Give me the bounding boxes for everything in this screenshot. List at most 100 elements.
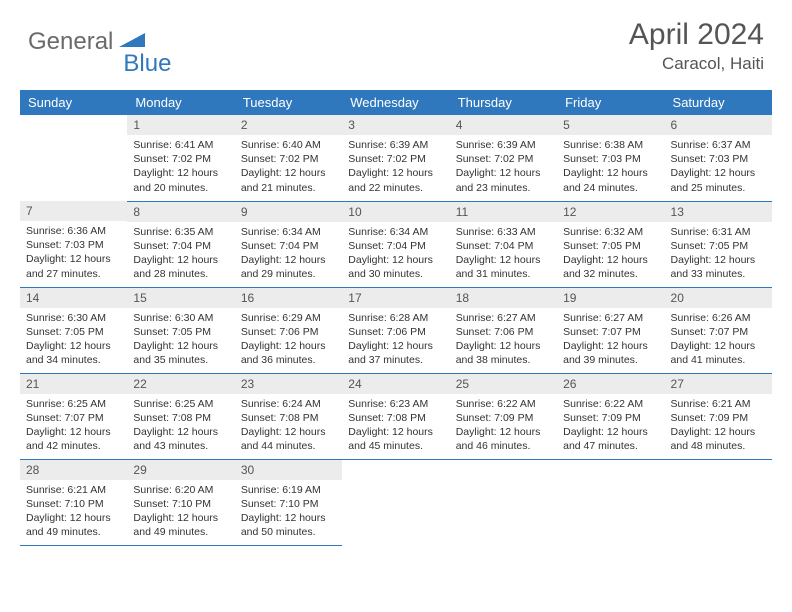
day-number: 26: [557, 374, 664, 394]
day-details: Sunrise: 6:23 AMSunset: 7:08 PMDaylight:…: [342, 394, 449, 458]
day-number: 4: [450, 115, 557, 135]
calendar-day-cell: 26Sunrise: 6:22 AMSunset: 7:09 PMDayligh…: [557, 373, 664, 459]
calendar-day-cell: 11Sunrise: 6:33 AMSunset: 7:04 PMDayligh…: [450, 201, 557, 287]
day-details: Sunrise: 6:30 AMSunset: 7:05 PMDaylight:…: [127, 308, 234, 372]
weekday-header: Thursday: [450, 90, 557, 115]
calendar-day-cell: 24Sunrise: 6:23 AMSunset: 7:08 PMDayligh…: [342, 373, 449, 459]
day-number: 7: [20, 201, 127, 221]
day-details: Sunrise: 6:38 AMSunset: 7:03 PMDaylight:…: [557, 135, 664, 199]
calendar-table: Sunday Monday Tuesday Wednesday Thursday…: [20, 90, 772, 546]
calendar-day-cell: 6Sunrise: 6:37 AMSunset: 7:03 PMDaylight…: [665, 115, 772, 201]
day-number: 27: [665, 374, 772, 394]
calendar-day-cell: 20Sunrise: 6:26 AMSunset: 7:07 PMDayligh…: [665, 287, 772, 373]
calendar-day-cell: 2Sunrise: 6:40 AMSunset: 7:02 PMDaylight…: [235, 115, 342, 201]
day-number: 13: [665, 202, 772, 222]
day-number: 16: [235, 288, 342, 308]
calendar-week-row: 28Sunrise: 6:21 AMSunset: 7:10 PMDayligh…: [20, 459, 772, 545]
day-details: Sunrise: 6:35 AMSunset: 7:04 PMDaylight:…: [127, 222, 234, 286]
calendar-day-cell: 16Sunrise: 6:29 AMSunset: 7:06 PMDayligh…: [235, 287, 342, 373]
calendar-day-cell: 12Sunrise: 6:32 AMSunset: 7:05 PMDayligh…: [557, 201, 664, 287]
day-number: 21: [20, 374, 127, 394]
logo: General Blue: [28, 18, 171, 66]
title-block: April 2024 Caracol, Haiti: [629, 18, 764, 74]
calendar-day-cell: [557, 459, 664, 545]
day-number: 23: [235, 374, 342, 394]
day-details: Sunrise: 6:25 AMSunset: 7:08 PMDaylight:…: [127, 394, 234, 458]
day-details: Sunrise: 6:27 AMSunset: 7:06 PMDaylight:…: [450, 308, 557, 372]
day-details: Sunrise: 6:26 AMSunset: 7:07 PMDaylight:…: [665, 308, 772, 372]
day-details: Sunrise: 6:28 AMSunset: 7:06 PMDaylight:…: [342, 308, 449, 372]
calendar-week-row: 14Sunrise: 6:30 AMSunset: 7:05 PMDayligh…: [20, 287, 772, 373]
day-number: 9: [235, 202, 342, 222]
weekday-header-row: Sunday Monday Tuesday Wednesday Thursday…: [20, 90, 772, 115]
day-number: 17: [342, 288, 449, 308]
day-details: Sunrise: 6:27 AMSunset: 7:07 PMDaylight:…: [557, 308, 664, 372]
day-details: Sunrise: 6:21 AMSunset: 7:10 PMDaylight:…: [20, 480, 127, 544]
calendar-day-cell: 21Sunrise: 6:25 AMSunset: 7:07 PMDayligh…: [20, 373, 127, 459]
calendar-day-cell: 19Sunrise: 6:27 AMSunset: 7:07 PMDayligh…: [557, 287, 664, 373]
day-details: Sunrise: 6:25 AMSunset: 7:07 PMDaylight:…: [20, 394, 127, 458]
weekday-header: Tuesday: [235, 90, 342, 115]
day-details: Sunrise: 6:40 AMSunset: 7:02 PMDaylight:…: [235, 135, 342, 199]
weekday-header: Sunday: [20, 90, 127, 115]
day-details: Sunrise: 6:29 AMSunset: 7:06 PMDaylight:…: [235, 308, 342, 372]
calendar-day-cell: 10Sunrise: 6:34 AMSunset: 7:04 PMDayligh…: [342, 201, 449, 287]
day-details: Sunrise: 6:24 AMSunset: 7:08 PMDaylight:…: [235, 394, 342, 458]
calendar-day-cell: 4Sunrise: 6:39 AMSunset: 7:02 PMDaylight…: [450, 115, 557, 201]
location-label: Caracol, Haiti: [629, 54, 764, 74]
logo-text-general: General: [28, 28, 113, 56]
calendar-week-row: 1Sunrise: 6:41 AMSunset: 7:02 PMDaylight…: [20, 115, 772, 201]
calendar-day-cell: 8Sunrise: 6:35 AMSunset: 7:04 PMDaylight…: [127, 201, 234, 287]
calendar-day-cell: 1Sunrise: 6:41 AMSunset: 7:02 PMDaylight…: [127, 115, 234, 201]
day-number: 25: [450, 374, 557, 394]
calendar-week-row: 7Sunrise: 6:36 AMSunset: 7:03 PMDaylight…: [20, 201, 772, 287]
day-details: Sunrise: 6:32 AMSunset: 7:05 PMDaylight:…: [557, 222, 664, 286]
calendar-week-row: 21Sunrise: 6:25 AMSunset: 7:07 PMDayligh…: [20, 373, 772, 459]
day-number: 20: [665, 288, 772, 308]
calendar-day-cell: 14Sunrise: 6:30 AMSunset: 7:05 PMDayligh…: [20, 287, 127, 373]
calendar-day-cell: 9Sunrise: 6:34 AMSunset: 7:04 PMDaylight…: [235, 201, 342, 287]
day-number: 30: [235, 460, 342, 480]
header: General Blue April 2024 Caracol, Haiti: [0, 0, 792, 82]
calendar-day-cell: [20, 115, 127, 201]
calendar-day-cell: 30Sunrise: 6:19 AMSunset: 7:10 PMDayligh…: [235, 459, 342, 545]
day-details: Sunrise: 6:39 AMSunset: 7:02 PMDaylight:…: [342, 135, 449, 199]
day-number: 11: [450, 202, 557, 222]
calendar-day-cell: [450, 459, 557, 545]
day-details: Sunrise: 6:39 AMSunset: 7:02 PMDaylight:…: [450, 135, 557, 199]
day-details: Sunrise: 6:20 AMSunset: 7:10 PMDaylight:…: [127, 480, 234, 544]
day-number: 18: [450, 288, 557, 308]
day-number: 10: [342, 202, 449, 222]
day-number: 12: [557, 202, 664, 222]
weekday-header: Monday: [127, 90, 234, 115]
day-number: 24: [342, 374, 449, 394]
day-number: 3: [342, 115, 449, 135]
calendar-day-cell: 17Sunrise: 6:28 AMSunset: 7:06 PMDayligh…: [342, 287, 449, 373]
calendar-day-cell: 7Sunrise: 6:36 AMSunset: 7:03 PMDaylight…: [20, 201, 127, 287]
day-number: 14: [20, 288, 127, 308]
weekday-header: Wednesday: [342, 90, 449, 115]
day-number: 8: [127, 202, 234, 222]
day-details: Sunrise: 6:19 AMSunset: 7:10 PMDaylight:…: [235, 480, 342, 544]
calendar-day-cell: 29Sunrise: 6:20 AMSunset: 7:10 PMDayligh…: [127, 459, 234, 545]
calendar-day-cell: 23Sunrise: 6:24 AMSunset: 7:08 PMDayligh…: [235, 373, 342, 459]
day-number: 15: [127, 288, 234, 308]
month-title: April 2024: [629, 18, 764, 52]
calendar-day-cell: [665, 459, 772, 545]
calendar-day-cell: 22Sunrise: 6:25 AMSunset: 7:08 PMDayligh…: [127, 373, 234, 459]
calendar-day-cell: 25Sunrise: 6:22 AMSunset: 7:09 PMDayligh…: [450, 373, 557, 459]
day-number: 19: [557, 288, 664, 308]
calendar-day-cell: 27Sunrise: 6:21 AMSunset: 7:09 PMDayligh…: [665, 373, 772, 459]
day-number: 6: [665, 115, 772, 135]
weekday-header: Saturday: [665, 90, 772, 115]
logo-text-blue: Blue: [123, 50, 171, 78]
calendar-day-cell: 15Sunrise: 6:30 AMSunset: 7:05 PMDayligh…: [127, 287, 234, 373]
weekday-header: Friday: [557, 90, 664, 115]
day-details: Sunrise: 6:30 AMSunset: 7:05 PMDaylight:…: [20, 308, 127, 372]
day-details: Sunrise: 6:37 AMSunset: 7:03 PMDaylight:…: [665, 135, 772, 199]
day-number: 28: [20, 460, 127, 480]
day-number: 5: [557, 115, 664, 135]
calendar-day-cell: 13Sunrise: 6:31 AMSunset: 7:05 PMDayligh…: [665, 201, 772, 287]
calendar-day-cell: 18Sunrise: 6:27 AMSunset: 7:06 PMDayligh…: [450, 287, 557, 373]
day-details: Sunrise: 6:22 AMSunset: 7:09 PMDaylight:…: [450, 394, 557, 458]
